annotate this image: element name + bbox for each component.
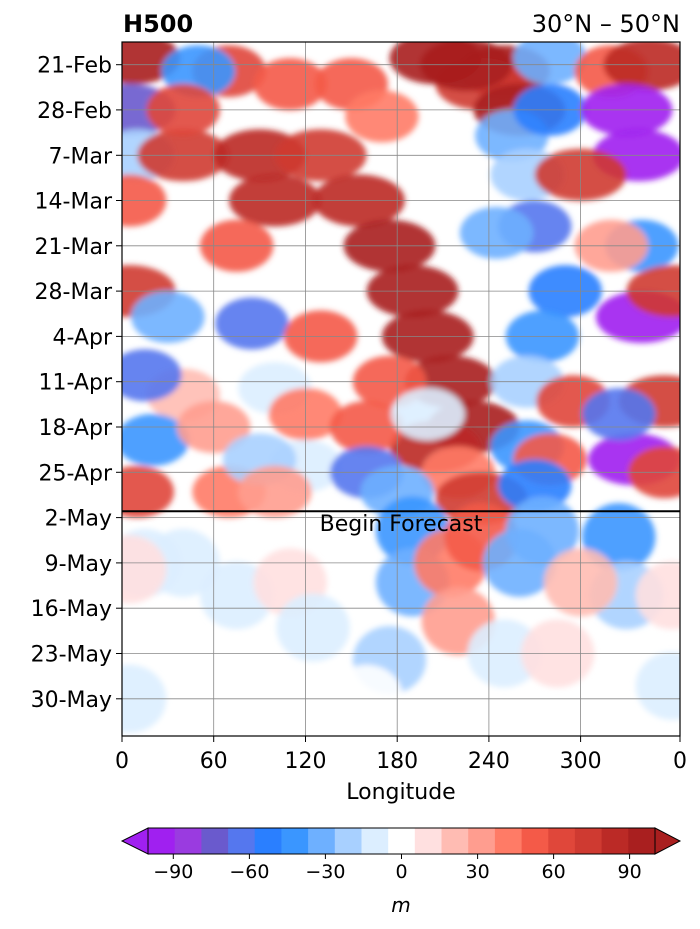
colorbar-label: m bbox=[391, 893, 410, 917]
y-tick-label: 16-May bbox=[31, 597, 112, 622]
colorbar-swatch bbox=[308, 828, 336, 854]
anomaly-blob bbox=[215, 297, 289, 350]
colorbar-swatch bbox=[228, 828, 256, 854]
colorbar-tick-label: 90 bbox=[618, 861, 642, 883]
y-tick-label: 28-Feb bbox=[37, 99, 112, 124]
chart-title-left: H500 bbox=[123, 10, 193, 38]
colorbar-swatch bbox=[174, 828, 202, 854]
colorbar-swatch bbox=[441, 828, 469, 854]
colorbar-swatch bbox=[414, 828, 442, 854]
y-tick-label: 2-May bbox=[45, 507, 112, 532]
anomaly-blob bbox=[238, 465, 312, 518]
y-tick-label: 21-Mar bbox=[35, 235, 113, 260]
anomaly-blob bbox=[513, 42, 587, 85]
colorbar-tick-label: −30 bbox=[305, 861, 345, 883]
anomaly-blob bbox=[635, 651, 680, 720]
anomaly-blob bbox=[505, 496, 580, 565]
x-tick-label: 240 bbox=[468, 749, 510, 774]
colorbar-swatch bbox=[468, 828, 496, 854]
plot-frame bbox=[121, 41, 681, 737]
anomaly-blob bbox=[582, 388, 656, 441]
plot-area: Begin Forecast bbox=[121, 41, 681, 737]
y-tick-label: 9-May bbox=[45, 552, 112, 577]
anomaly-blob bbox=[635, 561, 680, 630]
colorbar-swatch bbox=[201, 828, 229, 854]
anomaly-blob bbox=[122, 535, 167, 604]
y-tick-label: 7-Mar bbox=[49, 144, 113, 169]
colorbar-tick-label: 60 bbox=[542, 861, 566, 883]
x-tick-label: 300 bbox=[560, 749, 602, 774]
colorbar-tick-label: 30 bbox=[466, 861, 490, 883]
colorbar-swatch bbox=[548, 828, 576, 854]
colorbar-swatch bbox=[254, 828, 282, 854]
colorbar-swatch bbox=[628, 828, 656, 854]
colorbar-swatch bbox=[494, 828, 523, 854]
colorbar-swatch bbox=[281, 828, 309, 854]
x-tick-label: 0 bbox=[673, 749, 687, 774]
y-tick-label: 23-May bbox=[31, 643, 112, 668]
y-tick-label: 25-Apr bbox=[38, 461, 112, 486]
colorbar-swatch bbox=[601, 828, 629, 854]
y-axis: 21-Feb 28-Feb 7-Mar 14-Mar 21-Mar 28-Mar 4-Apr… bbox=[31, 54, 122, 713]
colorbar-swatch bbox=[361, 828, 389, 854]
anomaly-blob bbox=[253, 58, 327, 111]
colorbar-tick-label: −90 bbox=[153, 861, 193, 883]
begin-forecast-label: Begin Forecast bbox=[320, 512, 483, 537]
x-tick-label: 60 bbox=[200, 749, 228, 774]
anomaly-blob bbox=[345, 90, 419, 143]
anomaly-blob bbox=[276, 593, 350, 662]
chart-title-right: 30°N – 50°N bbox=[532, 10, 680, 38]
y-tick-label: 11-Apr bbox=[38, 371, 112, 396]
y-tick-label: 28-Mar bbox=[35, 280, 113, 305]
colorbar-tick-label: −60 bbox=[229, 861, 269, 883]
y-tick-label: 14-Mar bbox=[35, 190, 113, 215]
colorbar-swatch bbox=[334, 828, 362, 854]
colorbar-tick-label: 0 bbox=[395, 861, 407, 883]
x-tick-label: 180 bbox=[376, 749, 418, 774]
colorbar-extend-low bbox=[120, 827, 149, 855]
y-tick-label: 4-Apr bbox=[52, 325, 112, 350]
x-tick-label: 0 bbox=[115, 749, 129, 774]
y-tick-label: 18-Apr bbox=[38, 416, 112, 441]
colorbar-swatch bbox=[574, 828, 603, 854]
anomaly-blob bbox=[122, 349, 182, 402]
colorbar-swatch bbox=[388, 828, 416, 854]
y-tick-label: 30-May bbox=[31, 688, 112, 713]
anomaly-blob bbox=[131, 291, 205, 343]
colorbar-extend-high bbox=[654, 827, 682, 855]
colorbar-swatch bbox=[148, 828, 176, 854]
anomaly-field bbox=[122, 42, 680, 733]
anomaly-blob bbox=[391, 388, 465, 441]
x-tick-label: 120 bbox=[285, 749, 327, 774]
anomaly-blob bbox=[122, 465, 174, 518]
x-axis-label: Longitude bbox=[346, 780, 455, 805]
anomaly-blob bbox=[459, 206, 534, 259]
colorbar-swatch bbox=[521, 828, 549, 854]
y-tick-label: 21-Feb bbox=[37, 54, 112, 79]
anomaly-blob bbox=[603, 42, 680, 91]
colorbar: −90 −60 −30 0 30 60 90 bbox=[120, 827, 682, 883]
x-axis: 0 60 120 180 240 300 0 bbox=[115, 736, 687, 774]
